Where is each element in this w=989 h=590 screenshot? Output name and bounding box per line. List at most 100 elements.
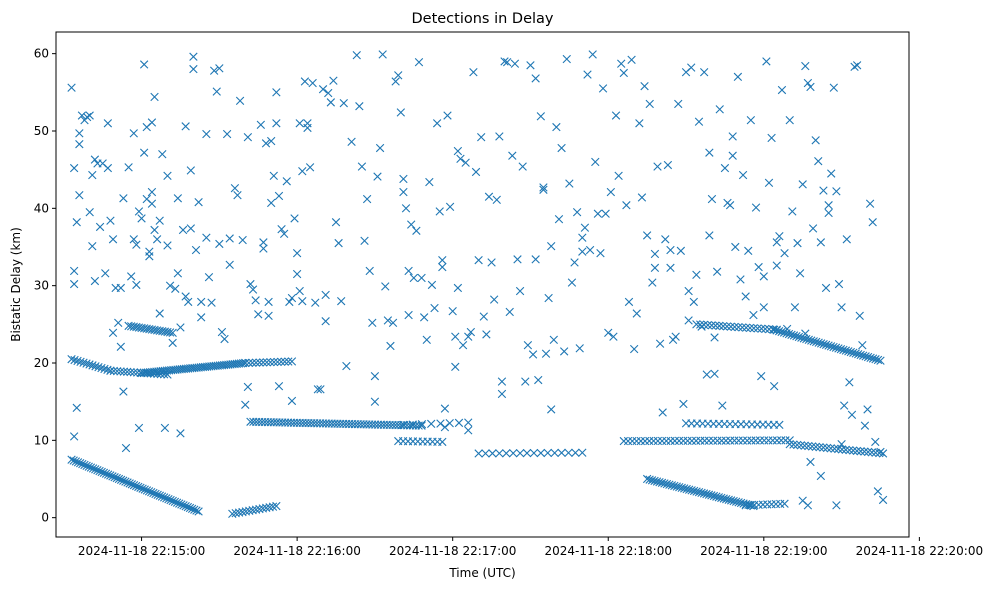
data-point-marker: [831, 343, 841, 352]
data-point-marker: [572, 208, 582, 217]
data-point-marker: [726, 322, 736, 331]
data-point-marker: [207, 298, 216, 307]
data-point-marker: [824, 201, 833, 210]
data-point-marker: [93, 466, 102, 475]
data-point-marker: [368, 318, 377, 327]
data-point-marker: [663, 160, 673, 170]
data-point-marker: [619, 68, 628, 78]
data-point-marker: [751, 203, 761, 212]
data-point-marker: [189, 64, 198, 74]
data-point-marker: [95, 222, 105, 232]
data-point-marker: [738, 323, 747, 332]
data-point-marker: [248, 506, 257, 515]
data-point-marker: [97, 363, 106, 373]
data-point-marker: [847, 410, 857, 419]
data-point-marker: [734, 436, 743, 445]
data-point-marker: [777, 327, 786, 337]
data-point-marker: [647, 476, 657, 485]
data-point-marker: [622, 201, 631, 210]
data-point-marker: [557, 143, 566, 153]
data-point-marker: [759, 303, 768, 312]
data-point-marker: [228, 509, 237, 518]
y-tick-label: 10: [34, 433, 49, 447]
data-point-marker: [536, 448, 546, 458]
data-point-marker: [858, 341, 867, 350]
data-point-marker: [564, 448, 573, 457]
data-point-marker: [811, 136, 820, 145]
data-point-marker: [640, 81, 649, 91]
data-point-marker: [147, 118, 157, 127]
data-point-marker: [623, 436, 633, 446]
data-point-marker: [84, 462, 93, 471]
data-point-marker: [710, 369, 719, 379]
y-tick-label: 0: [41, 511, 49, 525]
data-point-marker: [419, 313, 429, 322]
data-point-marker: [757, 324, 766, 333]
data-point-marker: [461, 158, 470, 167]
data-point-marker: [806, 457, 815, 467]
data-point-marker: [691, 436, 701, 445]
data-point-marker: [238, 507, 247, 517]
data-point-marker: [172, 498, 182, 507]
data-point-marker: [536, 112, 546, 121]
data-point-marker: [124, 163, 133, 172]
data-point-marker: [181, 502, 190, 511]
data-point-marker: [515, 286, 525, 296]
data-point-marker: [273, 357, 282, 367]
data-point-marker: [521, 377, 530, 386]
data-point-marker: [126, 367, 135, 377]
data-point-marker: [653, 436, 663, 446]
data-point-marker: [339, 98, 348, 108]
data-point-marker: [744, 246, 753, 256]
data-point-marker: [147, 199, 157, 208]
data-point-marker: [391, 77, 400, 86]
data-point-marker: [123, 478, 132, 487]
data-point-marker: [606, 187, 616, 197]
data-point-marker: [438, 437, 447, 447]
data-point-marker: [854, 350, 863, 359]
data-point-marker: [69, 266, 79, 276]
data-point-marker: [235, 96, 245, 106]
data-point-marker: [780, 248, 789, 258]
data-point-marker: [578, 247, 587, 256]
data-point-marker: [834, 444, 843, 454]
data-point-marker: [231, 509, 240, 518]
data-point-marker: [717, 493, 726, 503]
x-tick-label: 2024-11-18 22:20:00: [856, 544, 983, 558]
data-point-marker: [298, 167, 307, 176]
data-point-marker: [155, 309, 164, 318]
data-point-marker: [849, 348, 858, 357]
data-point-marker: [88, 170, 97, 180]
x-tick-label: 2024-11-18 22:17:00: [389, 544, 516, 558]
data-point-marker: [684, 316, 693, 325]
data-point-marker: [665, 480, 674, 489]
data-point-marker: [378, 50, 387, 59]
data-point-marker: [90, 276, 100, 286]
data-point-marker: [225, 234, 234, 243]
data-point-marker: [714, 493, 724, 502]
data-point-marker: [144, 487, 154, 496]
data-point-marker: [863, 352, 873, 362]
data-point-marker: [619, 436, 628, 446]
data-point-marker: [674, 436, 684, 446]
data-point-marker: [404, 266, 413, 276]
data-point-marker: [672, 482, 681, 491]
data-point-marker: [97, 467, 106, 477]
data-point-marker: [727, 496, 736, 505]
data-point-marker: [747, 436, 756, 445]
data-point-marker: [720, 163, 730, 173]
data-point-marker: [559, 347, 569, 356]
data-point-marker: [787, 330, 796, 339]
data-point-marker: [243, 382, 253, 392]
data-point-marker: [539, 185, 548, 194]
data-point-marker: [147, 187, 157, 197]
data-point-marker: [719, 321, 728, 331]
data-point-marker: [782, 324, 792, 334]
data-point-marker: [699, 68, 709, 77]
data-point-marker: [816, 471, 826, 481]
data-point-marker: [186, 166, 196, 175]
data-point-marker: [666, 263, 675, 273]
y-axis-label: Bistatic Delay (km): [9, 227, 23, 342]
data-point-marker: [768, 436, 777, 445]
data-point-marker: [876, 447, 885, 457]
